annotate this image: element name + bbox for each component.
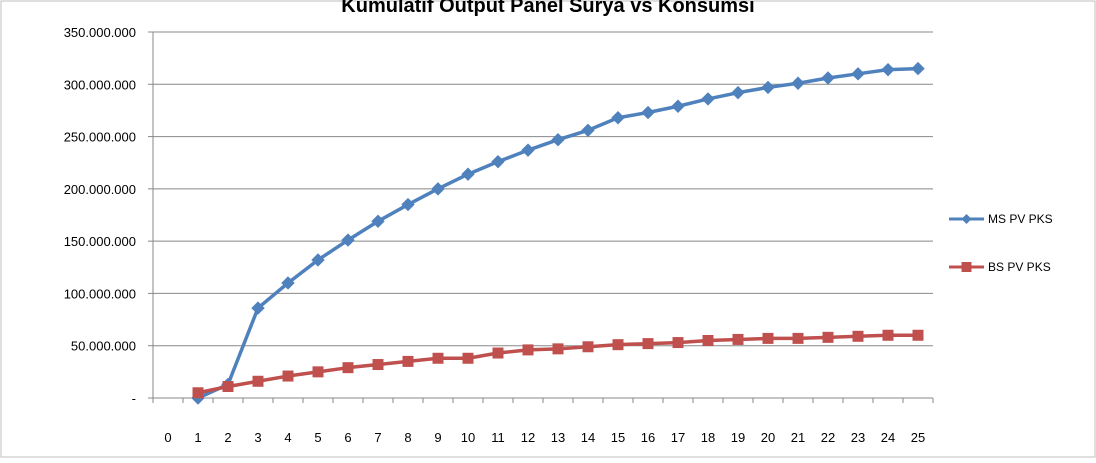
data-point [311,253,325,267]
data-point [431,182,445,196]
data-point [251,301,265,315]
data-point [911,61,925,76]
y-tick-label: 50.000.000 [71,339,136,354]
x-tick-label: 0 [164,430,171,445]
legend-item: MS PV PKS [949,212,1053,226]
data-point [281,276,295,290]
x-tick-label: 18 [701,430,715,445]
x-tick-label: 1 [194,430,201,445]
data-point [851,67,865,81]
y-tick-label: 200.000.000 [64,182,136,197]
x-tick-label: 19 [731,430,745,445]
data-point [881,62,895,77]
series-2 [192,329,924,399]
series-layer [191,61,925,405]
data-point [672,337,684,349]
data-point [341,233,355,247]
data-point [762,332,774,344]
data-point [761,80,775,95]
x-tick-label: 20 [761,430,775,445]
data-point [372,359,384,371]
data-point [312,366,324,378]
x-tick-label: 3 [254,430,261,445]
x-tick-label: 5 [314,430,321,445]
legend-marker [961,262,972,272]
legend-label: BS PV PKS [988,260,1051,274]
data-point [461,167,475,181]
y-tick-label: - [132,391,136,406]
data-point [222,380,234,392]
data-point [852,330,864,342]
x-tick-label: 4 [284,430,291,445]
data-point [792,332,804,344]
data-point [612,339,624,351]
data-point [791,76,805,90]
data-point [821,71,835,85]
x-tick-label: 21 [791,430,805,445]
data-point [702,334,714,346]
data-point [521,143,535,157]
data-point [522,344,534,356]
data-point [491,154,505,169]
data-point [732,333,744,345]
x-tick-label: 16 [641,430,655,445]
x-tick-label: 13 [551,430,565,445]
data-point [641,105,655,120]
x-tick-label: 15 [611,430,625,445]
data-point [882,329,894,341]
data-point [822,331,834,343]
data-point [402,355,414,367]
grid-lines [153,31,933,347]
x-tick-label: 25 [911,430,925,445]
y-tick-label: 300.000.000 [64,77,136,92]
x-tick-label: 22 [821,430,835,445]
data-point [371,214,385,228]
data-point [731,85,745,100]
legend-item: BS PV PKS [949,260,1051,274]
x-tick-label: 9 [434,430,441,445]
x-tick-label: 7 [374,430,381,445]
x-tick-label: 11 [491,430,505,445]
x-tick-label: 12 [521,430,535,445]
data-point [282,370,294,382]
legend-label: MS PV PKS [988,212,1053,226]
data-point [671,99,685,113]
y-tick-label: 100.000.000 [64,286,136,301]
data-point [701,92,715,106]
x-tick-label: 17 [671,430,685,445]
data-point [342,362,354,374]
series-1 [191,61,925,405]
data-point [552,343,564,355]
data-point [581,123,595,138]
x-tick-label: 24 [881,430,895,445]
legend: MS PV PKS BS PV PKS [949,212,1053,274]
data-point [611,111,625,125]
data-point [252,375,264,387]
data-point [912,329,924,341]
x-tick-label: 14 [581,430,595,445]
x-tick-label: 2 [224,430,231,445]
data-point [492,347,504,359]
x-tick-label: 10 [461,430,475,445]
y-tick-label: 150.000.000 [64,234,136,249]
data-point [642,338,654,350]
data-point [582,341,594,353]
data-point [192,387,204,399]
x-tick-label: 6 [344,430,351,445]
legend-marker [961,214,972,224]
x-tick-label: 23 [851,430,865,445]
data-point [432,352,444,364]
x-tick-label: 8 [404,430,411,445]
data-point [462,352,474,364]
data-point [401,197,415,212]
y-tick-label: 250.000.000 [64,130,136,145]
data-point [551,133,565,147]
y-tick-label: 350.000.000 [64,25,136,40]
axes: - 50.000.000 100.000.000 150.000.000 200.000… [64,25,934,445]
chart-title: Kumulatif Output Panel Surya vs Konsumsi [341,0,754,17]
